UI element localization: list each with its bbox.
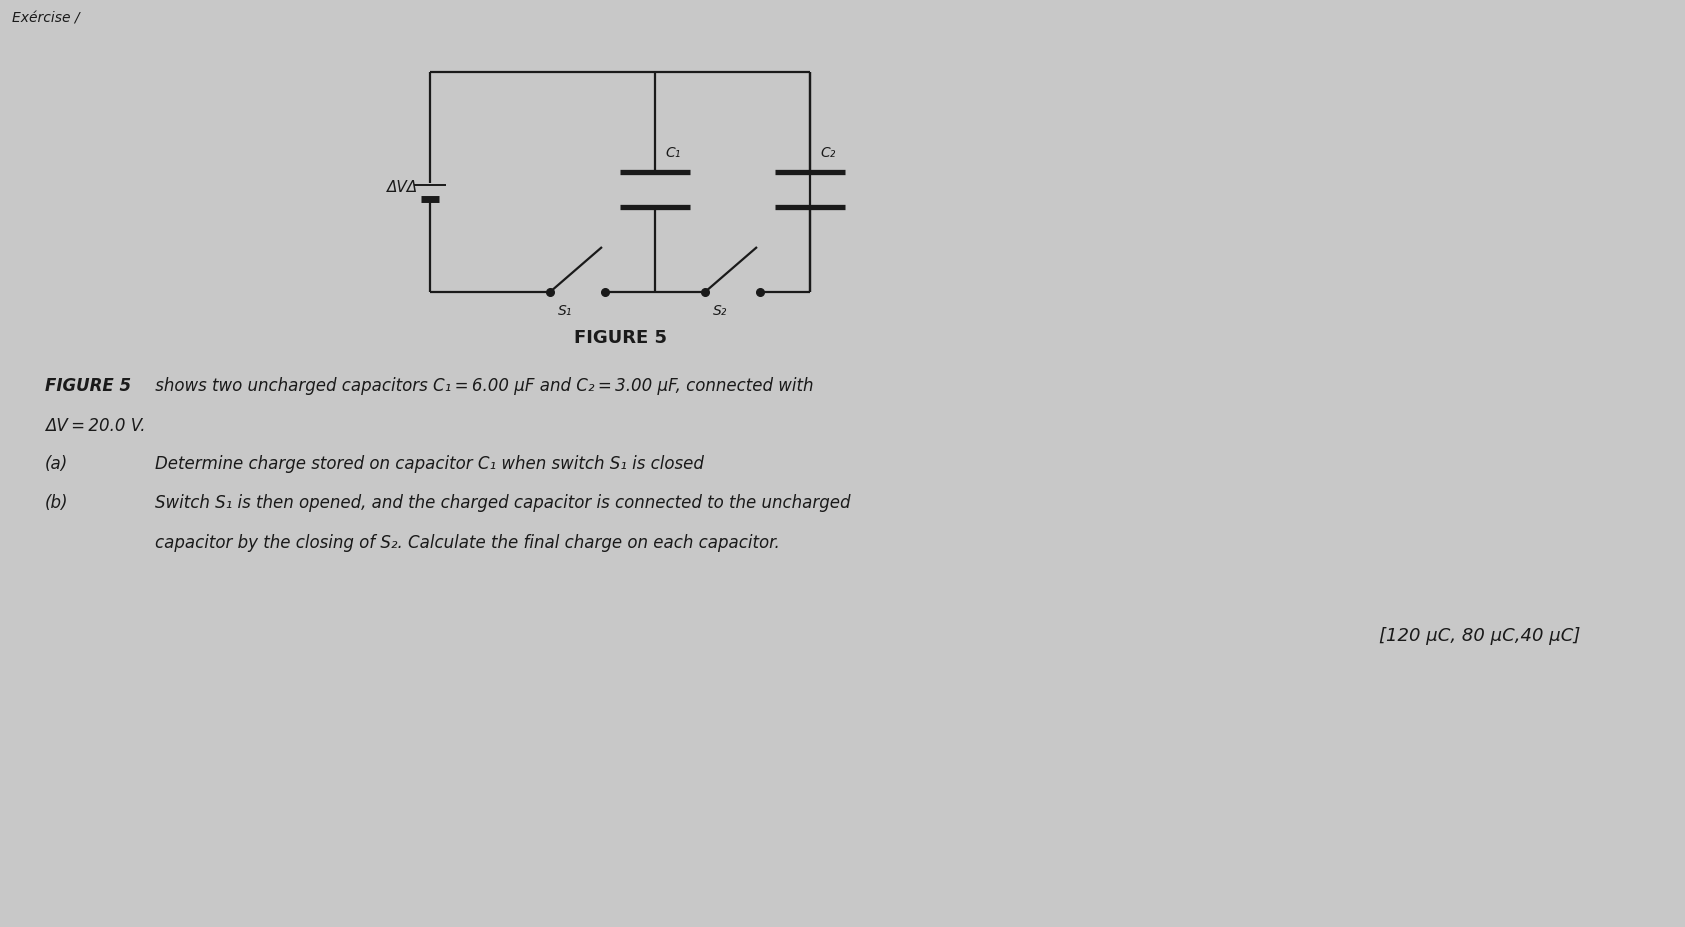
- Text: Exércise /: Exércise /: [12, 12, 79, 26]
- Text: ΔVΔ: ΔVΔ: [388, 181, 418, 196]
- Text: S₂: S₂: [713, 304, 728, 318]
- Text: shows two uncharged capacitors C₁ = 6.00 μF and C₂ = 3.00 μF, connected with: shows two uncharged capacitors C₁ = 6.00…: [150, 377, 814, 395]
- Text: [120 μC, 80 μC,40 μC]: [120 μC, 80 μC,40 μC]: [1378, 627, 1581, 645]
- Text: Determine charge stored on capacitor C₁ when switch S₁ is closed: Determine charge stored on capacitor C₁ …: [155, 455, 704, 473]
- Text: S₁: S₁: [558, 304, 573, 318]
- Text: (b): (b): [45, 494, 69, 512]
- Text: C₂: C₂: [821, 146, 836, 160]
- Text: Switch S₁ is then opened, and the charged capacitor is connected to the uncharge: Switch S₁ is then opened, and the charge…: [155, 494, 851, 512]
- Text: C₁: C₁: [666, 146, 681, 160]
- Text: FIGURE 5: FIGURE 5: [45, 377, 131, 395]
- Text: capacitor by the closing of S₂. Calculate the final charge on each capacitor.: capacitor by the closing of S₂. Calculat…: [155, 534, 780, 552]
- Text: ΔV = 20.0 V.: ΔV = 20.0 V.: [45, 417, 145, 435]
- Text: (a): (a): [45, 455, 69, 473]
- Text: FIGURE 5: FIGURE 5: [573, 329, 667, 347]
